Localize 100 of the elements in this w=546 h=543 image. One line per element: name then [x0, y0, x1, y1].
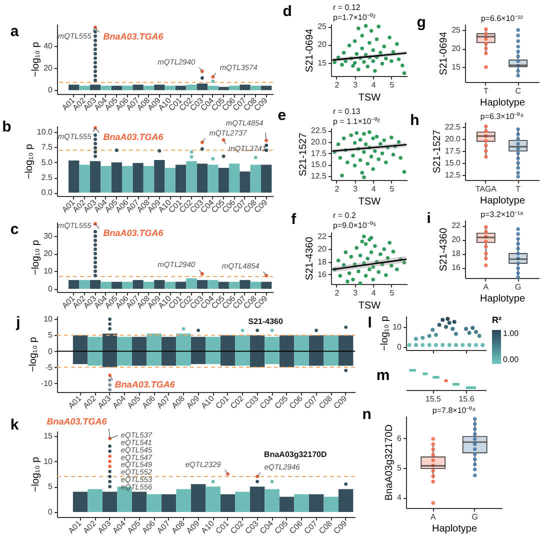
x-axis-title: Haplotype — [480, 294, 526, 304]
x-axis-title: TSW — [358, 196, 382, 208]
x-axis-title: TSW — [358, 92, 382, 104]
y-tick-label: 20.0 — [444, 134, 462, 144]
y-tick-label: 20.0 — [310, 138, 328, 147]
x-tick-label: A09 — [184, 394, 202, 410]
color-bar-label: 1.00 — [503, 329, 520, 338]
text: p=3.2×10⁻¹⁸ — [480, 210, 524, 219]
x-tick-label: A05 — [126, 394, 143, 410]
y-tick-label: -5 — [45, 362, 54, 372]
text: p=1.7×10⁻⁰² — [333, 13, 376, 22]
y-tick-label: 22 — [318, 232, 328, 241]
series-label: BnaA03.TGA6 — [103, 228, 164, 238]
y-tick-label: 20 — [318, 244, 328, 254]
y-tick-label: 6 — [397, 434, 402, 443]
y-tick-label: -10 — [40, 378, 54, 388]
y-tick-label: 16 — [318, 270, 328, 279]
y-axis-title: −log₁₀ p — [28, 336, 39, 372]
y-tick-label: 20 — [44, 249, 54, 258]
y-tick-label: 15 — [44, 432, 54, 441]
y-axis-title: −log₁₀ p — [30, 456, 42, 492]
x-tick-label: C06 — [288, 394, 305, 411]
y-tick-label: 18 — [318, 257, 328, 266]
y-tick-label: 10 — [44, 266, 54, 276]
x-tick-label: C01 — [214, 518, 232, 536]
y-axis-title: S21-0694 — [304, 28, 316, 72]
text: r = 0.12 — [333, 3, 361, 12]
y-tick-label: 20 — [452, 235, 462, 244]
chart-title: b — [2, 118, 12, 136]
x-tick-label: 4 — [371, 184, 376, 194]
x-tick-label: A08 — [170, 518, 187, 536]
color-bar-title: R² — [492, 315, 502, 325]
x-tick-label: 4 — [371, 288, 376, 298]
x-tick-label: A01 — [66, 518, 84, 536]
x-tick-label: C — [515, 86, 522, 96]
y-tick-label: 15 — [318, 58, 328, 68]
text: p=6.3×10⁻⁰⁸ — [480, 112, 524, 121]
x-tick-label: A10 — [199, 518, 216, 536]
y-tick-label: 20 — [44, 64, 54, 73]
x-tick-label: C07 — [302, 394, 320, 411]
y-tick-label: 25 — [318, 22, 328, 32]
x-tick-label: C05 — [272, 518, 290, 536]
x-tick-label: T — [483, 86, 488, 96]
y-tick-label: 16 — [452, 263, 462, 272]
chart-title: m — [376, 367, 390, 384]
y-axis-title: −log₁₀ p — [380, 316, 391, 352]
y-tick-label: 22 — [452, 221, 462, 230]
chart-title: c — [10, 220, 19, 238]
x-tick-label: A01 — [66, 394, 84, 410]
x-tick-label: A02 — [81, 518, 98, 536]
x-tick-label: A10 — [199, 394, 216, 410]
y-tick-label: 4 — [397, 493, 402, 502]
x-tick-label: C06 — [288, 518, 305, 536]
series-label: BnaA03.TGA6 — [103, 31, 164, 42]
chart-title: a — [10, 23, 20, 40]
y-tick-label: 12.5 — [444, 170, 462, 180]
y-tick-label: 7.5 — [41, 142, 54, 152]
y-tick-label: 5.0 — [41, 158, 54, 167]
x-tick-label: 15.5 — [425, 394, 442, 404]
y-tick-label: 0.0 — [41, 188, 54, 198]
x-tick-label: C02 — [228, 518, 246, 536]
x-tick-label: 5 — [390, 184, 395, 194]
x-tick-label: 2 — [334, 184, 340, 194]
x-tick-label: A05 — [126, 518, 143, 536]
y-tick-label: 22.5 — [444, 122, 462, 132]
x-tick-label: C08 — [317, 394, 334, 411]
x-axis-title: Haplotype — [480, 196, 526, 206]
chart-title: n — [362, 406, 372, 423]
y-tick-label: 18 — [452, 249, 462, 258]
text: p=6.6×10⁻²² — [480, 14, 524, 23]
x-tick-label: A04 — [110, 394, 128, 410]
y-tick-label: 10 — [44, 456, 54, 466]
x-tick-label: A — [430, 512, 436, 522]
x-tick-label: 5 — [390, 80, 395, 90]
chart-title: g — [416, 14, 426, 31]
color-bar-label: 0.00 — [503, 355, 520, 364]
y-axis-title: −log₁₀ p — [30, 42, 42, 78]
x-tick-label: C09 — [332, 518, 350, 536]
x-tick-label: 4 — [371, 80, 376, 90]
y-axis-title: S21-1527 — [432, 129, 443, 174]
x-tick-label: C04 — [258, 518, 276, 536]
chart-title: e — [278, 107, 286, 124]
chart-title: j — [15, 314, 20, 332]
x-tick-label: A — [483, 282, 490, 292]
x-tick-label: A04 — [110, 518, 128, 536]
y-tick-label: 17.5 — [310, 148, 328, 158]
annotation: S21-4360 — [248, 317, 284, 326]
x-tick-label: 2 — [334, 80, 340, 90]
chart-title: i — [426, 210, 431, 227]
x-tick-label: A09 — [184, 518, 202, 536]
y-axis-title: S21-1527 — [298, 132, 309, 176]
chart-title: l — [368, 314, 372, 332]
x-tick-label: C02 — [228, 394, 246, 411]
annotation: BnaA03g32170D — [264, 450, 327, 459]
series-label: BnaA03.TGA6 — [103, 132, 164, 142]
y-tick-label: 2.5 — [41, 173, 54, 182]
x-tick-label: C01 — [214, 394, 232, 411]
y-axis-title: −log₁₀ p — [30, 240, 42, 276]
series-label: BnaA03.TGA6 — [114, 379, 176, 390]
x-tick-label: A06 — [140, 518, 158, 536]
